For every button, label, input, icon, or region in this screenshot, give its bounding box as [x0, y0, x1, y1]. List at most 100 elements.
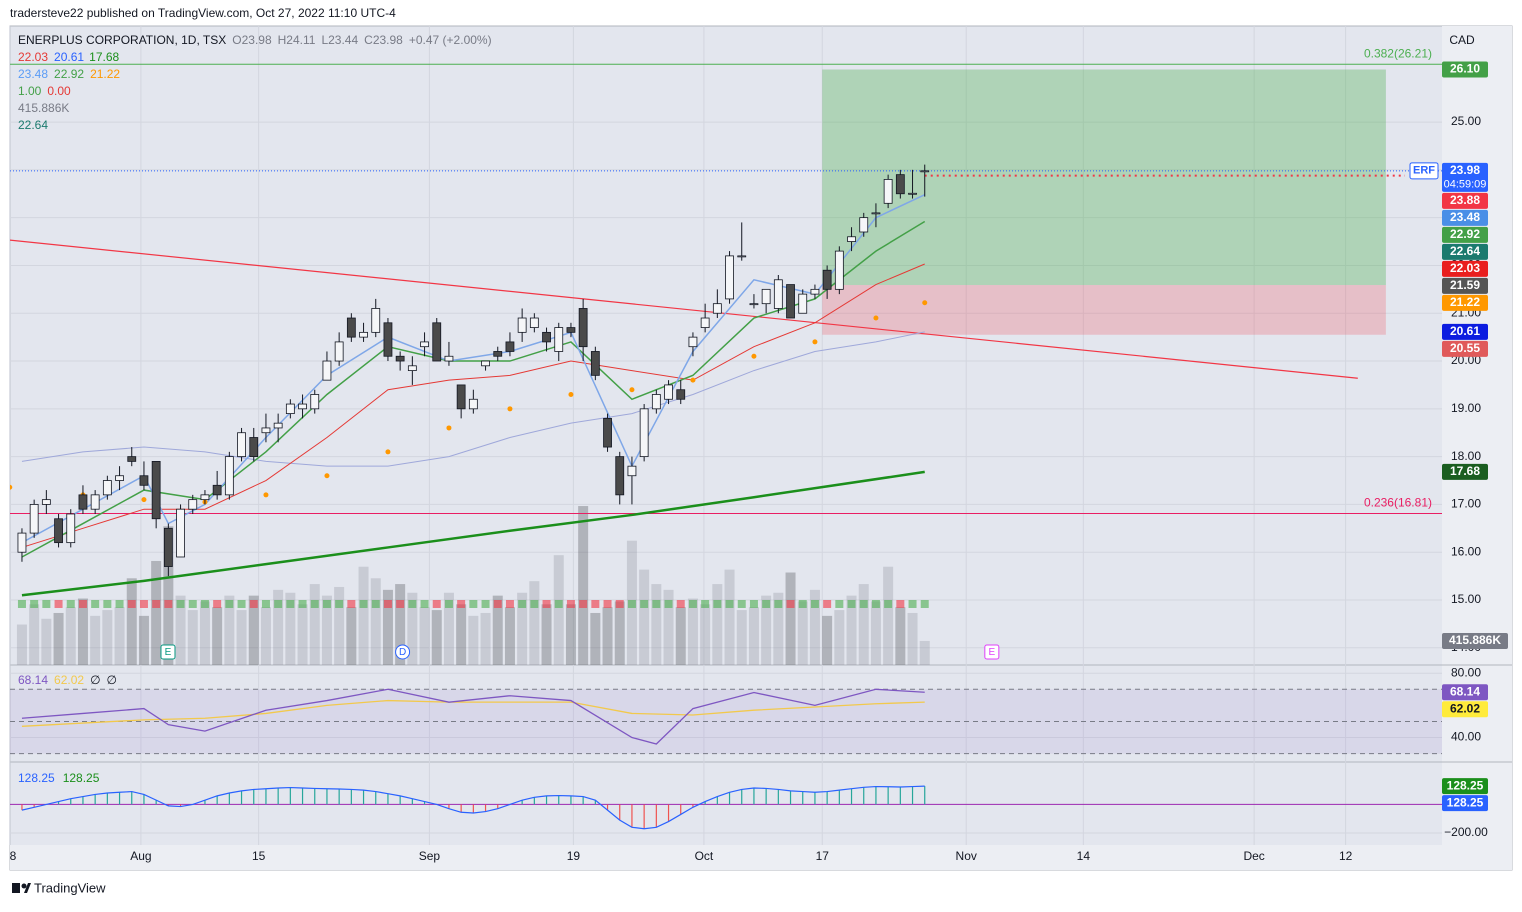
signal-square	[188, 600, 197, 608]
signal-square	[859, 600, 868, 608]
candle-body	[529, 317, 539, 328]
volume-bar	[309, 584, 320, 665]
volume-bar	[785, 572, 796, 665]
logo	[12, 883, 31, 893]
price-badge-label: 128.25	[1447, 795, 1484, 809]
signal-square	[725, 600, 734, 608]
candle-body	[29, 504, 39, 534]
event-icon	[984, 644, 1000, 660]
chart-frame	[9, 25, 1513, 871]
candle-body	[908, 192, 917, 195]
signal-square	[810, 600, 819, 608]
candle-body	[188, 499, 198, 510]
volume-bar	[273, 589, 284, 665]
event-icon	[395, 644, 411, 660]
signal-square	[54, 600, 63, 608]
candle-body	[737, 255, 747, 258]
ticker-label: ERF	[1413, 165, 1435, 177]
x-tick-label: 12	[1339, 849, 1353, 863]
price-badge	[1442, 778, 1488, 795]
signal-square	[335, 600, 344, 608]
y-tick-label: −200.00	[1444, 825, 1488, 839]
signal-square	[176, 600, 185, 608]
legend-item: 415.886K	[18, 101, 69, 115]
candle-body	[115, 475, 124, 481]
legend-item: ∅	[90, 673, 100, 687]
rsi-line	[21, 688, 925, 745]
candle-body	[54, 518, 63, 544]
price-badge	[1442, 294, 1488, 311]
volume-bar	[468, 615, 479, 665]
candle-body	[603, 417, 612, 448]
volume-bar	[456, 604, 467, 665]
volume-bar	[407, 592, 418, 665]
volume-bar	[151, 560, 162, 665]
x-tick-label: 14	[1077, 849, 1091, 863]
signal-square	[652, 600, 661, 608]
candle-body	[371, 308, 381, 333]
x-tick-label: Oct	[695, 849, 714, 863]
indicator-line	[21, 220, 926, 558]
volume-bar	[529, 581, 540, 665]
volume-bar	[663, 589, 674, 665]
y-tick-label: 25.00	[1451, 114, 1481, 128]
candle-body	[798, 293, 808, 314]
y-tick-label: 15.00	[1451, 592, 1481, 606]
fib-label: 0.382(26.21)	[1364, 46, 1432, 60]
volume-bar	[651, 584, 662, 665]
price-badge	[1442, 209, 1488, 226]
candle-body	[676, 389, 686, 400]
price-badge-label: 22.64	[1450, 244, 1480, 258]
signal-square	[579, 600, 588, 608]
price-badge	[1442, 795, 1488, 812]
volume-bar	[736, 610, 747, 665]
symbol-legend: ENERPLUS CORPORATION, 1D, TSX O23.98 H24.1…	[18, 33, 492, 47]
price-badge-label: 23.48	[1450, 210, 1480, 224]
volume-bar	[687, 598, 698, 665]
legend-item: 22.03	[18, 50, 48, 64]
volume-bar	[565, 604, 576, 665]
signal-square	[444, 600, 453, 608]
y-tick-label: 16.00	[1451, 544, 1481, 558]
volume-bar	[212, 607, 223, 665]
volume-bar	[16, 624, 27, 665]
volume-bar	[53, 612, 64, 665]
x-tick-label: Dec	[1243, 849, 1264, 863]
sar-dot	[629, 387, 635, 393]
volume-bar	[334, 586, 345, 665]
candle-body	[285, 403, 295, 415]
candle-body	[383, 322, 393, 357]
candle-body	[432, 322, 442, 362]
volume-bar	[797, 601, 808, 665]
macd-legend: 128.25 128.25	[18, 771, 100, 785]
legend-item: 128.25	[63, 771, 100, 785]
candle-body	[505, 341, 515, 352]
volume-bar	[370, 578, 381, 665]
signal-square	[786, 600, 795, 608]
volume-bar	[102, 610, 113, 665]
signal-square	[200, 600, 209, 608]
signal-square	[823, 600, 832, 608]
signal-square	[127, 600, 136, 608]
signal-square	[347, 600, 356, 608]
signal-square	[152, 600, 161, 608]
volume-bar	[834, 610, 845, 665]
legend-item: 21.22	[90, 67, 120, 81]
signal-square	[737, 600, 746, 608]
price-badge-label: 21.59	[1450, 278, 1480, 292]
volume-bar	[492, 595, 503, 665]
price-badge-label: 68.14	[1450, 684, 1480, 698]
candle-body	[420, 341, 429, 348]
y-tick-label: 40.00	[1451, 730, 1481, 744]
sar-dot	[507, 406, 513, 412]
price-badge	[1442, 243, 1488, 260]
candle-body	[139, 475, 149, 486]
candle-body	[542, 331, 551, 343]
legend-item: 17.68	[89, 50, 119, 64]
candle-body	[298, 403, 307, 410]
sar-dot	[385, 449, 391, 455]
legend-item: 0.00	[47, 84, 71, 98]
price-badge-label: 26.10	[1450, 62, 1480, 76]
volume-bar	[553, 555, 564, 665]
